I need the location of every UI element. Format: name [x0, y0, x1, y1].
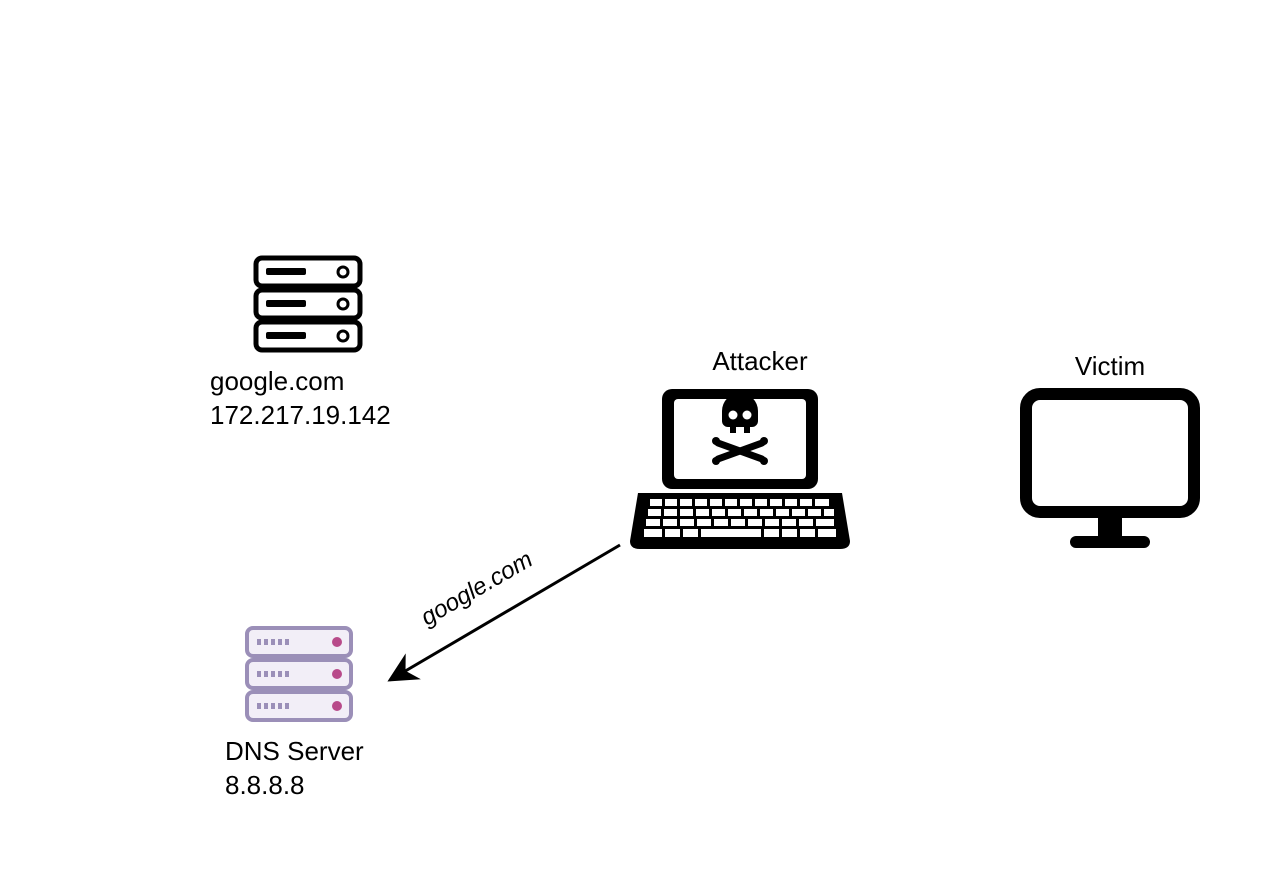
victim-title: Victim	[1020, 350, 1200, 384]
attacker-node: Attacker	[630, 345, 850, 556]
dns-server-ip: 8.8.8.8	[225, 769, 364, 803]
monitor-icon	[1020, 388, 1200, 553]
dns-server-icon	[239, 620, 359, 730]
attacker-laptop-icon	[630, 381, 850, 551]
victim-node: Victim	[1020, 350, 1200, 558]
dns-server-node: DNS Server 8.8.8.8	[235, 620, 364, 803]
edge-label-google: google.com	[416, 546, 537, 632]
google-server-node: google.com 172.217.19.142	[225, 250, 391, 433]
google-server-label: google.com 172.217.19.142	[210, 365, 391, 433]
google-server-ip: 172.217.19.142	[210, 399, 391, 433]
attacker-title: Attacker	[670, 345, 850, 379]
google-server-domain: google.com	[210, 365, 391, 399]
dns-server-name: DNS Server	[225, 735, 364, 769]
server-stack-icon	[248, 250, 368, 360]
dns-server-label: DNS Server 8.8.8.8	[225, 735, 364, 803]
